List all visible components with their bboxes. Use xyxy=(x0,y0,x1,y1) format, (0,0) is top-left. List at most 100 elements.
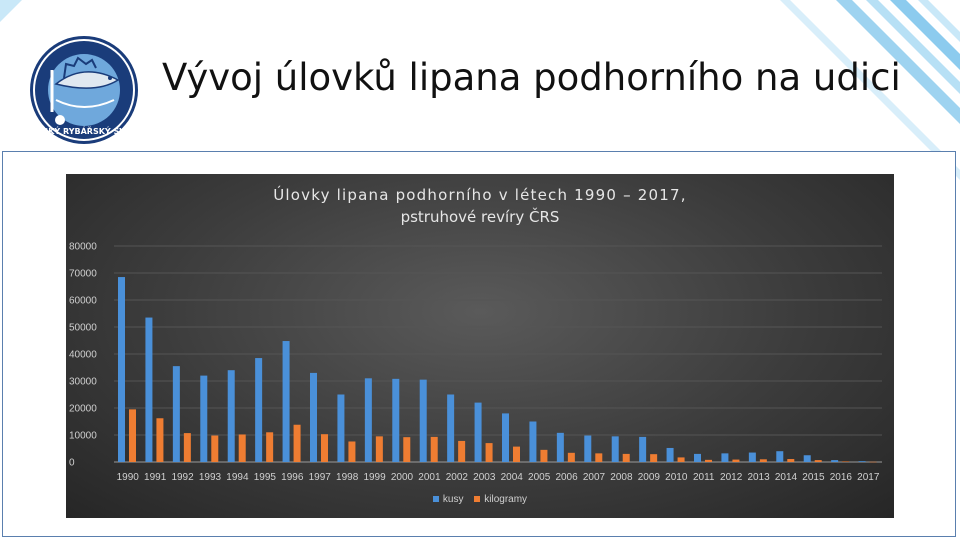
bar-kusy-1993 xyxy=(200,375,208,462)
x-tick-label: 1999 xyxy=(363,472,386,483)
y-tick-label: 80000 xyxy=(69,242,97,253)
bar-kusy-2003 xyxy=(474,402,482,462)
x-tick-label: 2009 xyxy=(638,472,661,483)
x-tick-label: 2003 xyxy=(473,472,496,483)
bar-kilogramy-2007 xyxy=(595,453,603,462)
x-tick-label: 1990 xyxy=(117,472,140,483)
bar-kilogramy-1993 xyxy=(211,435,219,462)
bar-kusy-2017 xyxy=(858,461,866,462)
bar-kilogramy-2012 xyxy=(732,459,740,462)
x-tick-label: 2017 xyxy=(857,472,880,483)
bar-kusy-2005 xyxy=(529,421,537,462)
x-tick-label: 1995 xyxy=(254,472,277,483)
bar-kilogramy-1990 xyxy=(129,409,136,462)
x-tick-label: 1994 xyxy=(226,472,249,483)
x-tick-label: 2013 xyxy=(747,472,770,483)
bar-kilogramy-2013 xyxy=(759,459,767,462)
bar-kusy-1991 xyxy=(145,317,153,462)
chart-legend: kusy kilogramy xyxy=(66,494,894,505)
x-tick-label: 2000 xyxy=(391,472,414,483)
bar-kusy-2016 xyxy=(831,460,839,462)
y-tick-label: 10000 xyxy=(69,431,97,442)
bar-kilogramy-2014 xyxy=(787,459,795,462)
chart-title-line2: pstruhové revíry ČRS xyxy=(400,208,560,226)
bar-kilogramy-1996 xyxy=(293,424,301,462)
bar-kusy-2014 xyxy=(776,451,784,462)
bar-kusy-1990 xyxy=(118,277,125,462)
bar-kilogramy-2010 xyxy=(677,457,685,462)
bar-kilogramy-2003 xyxy=(485,443,493,462)
bar-kilogramy-2016 xyxy=(842,461,850,462)
y-tick-label: 30000 xyxy=(69,377,97,388)
bar-kusy-2013 xyxy=(748,452,756,462)
bar-kusy-2009 xyxy=(639,436,647,462)
bar-kusy-2015 xyxy=(803,455,811,462)
x-tick-label: 1997 xyxy=(309,472,332,483)
x-tick-label: 2001 xyxy=(418,472,441,483)
bar-kusy-1995 xyxy=(255,358,263,462)
bar-kilogramy-2017 xyxy=(869,461,877,463)
bar-kilogramy-2002 xyxy=(458,440,466,462)
legend-label-kusy: kusy xyxy=(442,494,464,505)
bar-kusy-1999 xyxy=(364,378,372,462)
legend-item-kilogramy: kilogramy xyxy=(474,494,527,505)
bar-kilogramy-1998 xyxy=(348,441,356,462)
bar-kusy-1992 xyxy=(172,366,180,462)
bar-kilogramy-2006 xyxy=(567,452,575,462)
x-tick-label: 2012 xyxy=(720,472,743,483)
bar-kilogramy-2005 xyxy=(540,449,548,462)
y-tick-label: 40000 xyxy=(69,350,97,361)
bar-kilogramy-1999 xyxy=(375,436,383,462)
y-tick-label: 20000 xyxy=(69,404,97,415)
x-tick-label: 2007 xyxy=(583,472,606,483)
legend-label-kilogramy: kilogramy xyxy=(484,494,528,505)
legend-swatch-kilogramy xyxy=(474,496,481,503)
bar-kusy-2012 xyxy=(721,453,729,462)
bar-kusy-1994 xyxy=(227,370,235,462)
legend-item-kusy: kusy xyxy=(432,494,464,505)
chart-title-line1: Úlovky lipana podhorního v létech 1990 –… xyxy=(273,186,687,204)
bar-kilogramy-1994 xyxy=(238,434,246,462)
y-tick-label: 70000 xyxy=(69,269,97,280)
bar-kusy-1996 xyxy=(282,341,290,462)
chart-area: Úlovky lipana podhorního v létech 1990 –… xyxy=(66,174,894,518)
bar-kilogramy-2000 xyxy=(403,437,411,462)
bar-kilogramy-2001 xyxy=(430,436,438,462)
chart-plot: 0 10000 20000 30000 40000 50000 60000 70000 8000… xyxy=(69,242,882,483)
x-tick-label: 2010 xyxy=(665,472,688,483)
legend-swatch-kusy xyxy=(432,496,439,503)
bar-kilogramy-1995 xyxy=(266,432,274,462)
bar-kilogramy-1991 xyxy=(156,418,164,462)
x-tick-label: 2011 xyxy=(693,472,715,483)
bar-kusy-2001 xyxy=(419,379,427,462)
bar-kusy-2000 xyxy=(392,378,400,462)
x-tick-label: 2002 xyxy=(446,472,469,483)
x-tick-label: 1991 xyxy=(144,472,167,483)
bar-kusy-2010 xyxy=(666,447,674,462)
bar-kilogramy-1997 xyxy=(321,434,328,462)
y-tick-label: 60000 xyxy=(69,296,97,307)
x-tick-label: 2006 xyxy=(555,472,578,483)
bar-kusy-1998 xyxy=(337,394,345,462)
x-tick-label: 2005 xyxy=(528,472,551,483)
bar-kusy-2006 xyxy=(556,432,564,462)
x-tick-label: 2015 xyxy=(802,472,825,483)
x-tick-label: 2008 xyxy=(610,472,633,483)
x-tick-label: 2016 xyxy=(830,472,853,483)
slide-title: Vývoj úlovků lipana podhorního na udici xyxy=(162,56,901,99)
x-tick-label: 2014 xyxy=(775,472,798,483)
bar-kilogramy-1992 xyxy=(183,433,191,462)
x-tick-label: 2004 xyxy=(501,472,524,483)
x-tick-label: 1992 xyxy=(171,472,194,483)
bar-kilogramy-2009 xyxy=(650,454,658,462)
bar-kilogramy-2004 xyxy=(513,446,520,462)
bar-kilogramy-2011 xyxy=(705,459,712,462)
x-tick-label: 1993 xyxy=(199,472,222,483)
x-tick-label: 1998 xyxy=(336,472,359,483)
czech-fishing-union-logo: ČESKÝ RYBÁŘSKÝ SVAZ xyxy=(30,36,138,144)
bar-kilogramy-2015 xyxy=(814,460,822,462)
bar-kilogramy-2008 xyxy=(622,453,630,462)
svg-text:ČESKÝ RYBÁŘSKÝ SVAZ: ČESKÝ RYBÁŘSKÝ SVAZ xyxy=(31,125,137,136)
bar-kusy-2004 xyxy=(502,413,509,462)
bar-kusy-2007 xyxy=(584,435,592,462)
